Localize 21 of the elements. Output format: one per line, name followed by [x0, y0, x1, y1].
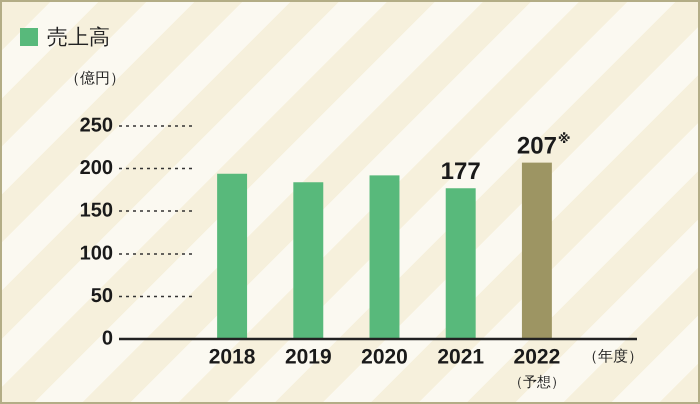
y-tick-label: 50 [90, 284, 113, 307]
x-axis-title: （年度） [583, 346, 643, 365]
x-tick-label: 2020 [361, 345, 408, 368]
bar [370, 175, 400, 338]
legend-label: 売上高 [47, 25, 110, 49]
bar [217, 174, 248, 338]
y-tick-label: 200 [80, 157, 113, 180]
data-label: 177 [440, 158, 481, 186]
y-tick-label: 100 [80, 242, 113, 264]
bar [522, 162, 552, 338]
bar [293, 182, 324, 338]
bar [446, 188, 476, 338]
x-tick-label: 2018 [208, 345, 256, 368]
y-tick-label: 250 [80, 114, 113, 137]
x-tick-label: 2021 [437, 345, 484, 368]
x-tick-label: 2019 [284, 345, 332, 368]
y-tick-label: 150 [80, 200, 113, 222]
category-label: 2022 （予想） [508, 345, 565, 391]
data-label: 207※ [516, 132, 571, 160]
y-tick-label: 0 [102, 328, 113, 350]
y-axis-title: （億円） [65, 68, 125, 87]
